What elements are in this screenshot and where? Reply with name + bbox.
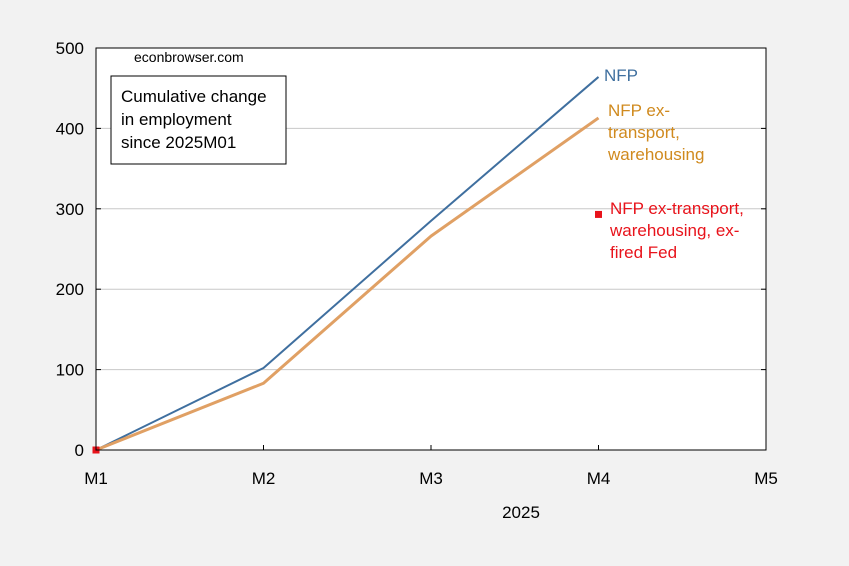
series-label: warehousing, ex-: [609, 221, 739, 240]
series-label: fired Fed: [610, 243, 677, 262]
annotation-text: Cumulative change in employment since 2025…: [121, 87, 267, 152]
y-tick-label: 200: [56, 280, 84, 299]
series-label: transport,: [608, 123, 680, 142]
watermark-text: econbrowser.com: [134, 49, 244, 65]
annotation-box: [110, 75, 287, 165]
annotation-line: Cumulative change: [121, 87, 267, 106]
y-tick-label: 0: [75, 441, 84, 460]
axes: 0 100 200 300 400 500 M1 M2 M3 M4 M5: [56, 39, 778, 488]
y-tick-label: 500: [56, 39, 84, 58]
x-tick-label: M2: [252, 469, 276, 488]
x-tick-label: M1: [84, 469, 108, 488]
x-tick-label: M5: [754, 469, 778, 488]
scatter-point: [595, 210, 602, 218]
series-line: [95, 116, 600, 452]
x-axis-label: 2025: [502, 503, 540, 522]
series-label: NFP ex-: [608, 101, 670, 120]
series-label: NFP: [604, 66, 638, 85]
x-tick-label: M3: [419, 469, 443, 488]
x-tick-label: M4: [587, 469, 611, 488]
y-tick-label: 400: [56, 119, 84, 138]
y-tick-label: 100: [56, 361, 84, 380]
annotation-line: since 2025M01: [121, 133, 236, 152]
series-labels: NFP NFP ex-transport, warehousing NFP ex-tr…: [604, 66, 744, 262]
annotation-line: in employment: [121, 110, 232, 129]
y-tick-label: 300: [56, 200, 84, 219]
series-label: NFP ex-transport,: [610, 199, 744, 218]
series-label: warehousing: [607, 145, 704, 164]
series-line: [95, 76, 600, 451]
